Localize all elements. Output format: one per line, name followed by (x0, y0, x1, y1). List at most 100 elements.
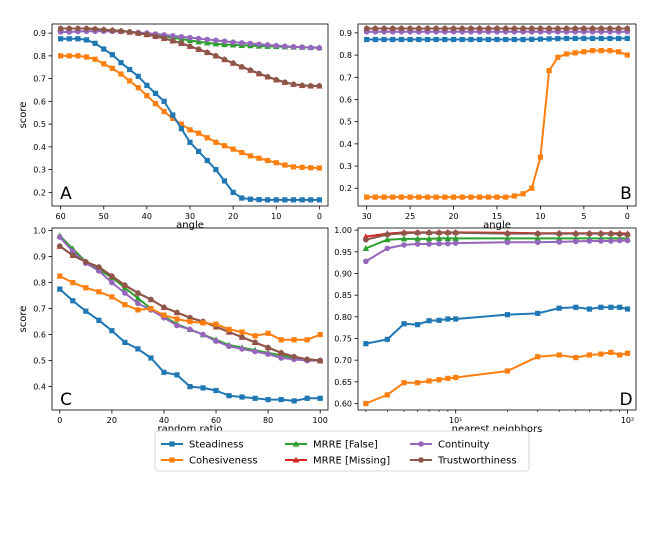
data-point (178, 33, 185, 40)
x-tick-label: 10 (535, 212, 545, 221)
data-point (290, 43, 297, 50)
x-tick-label: 0 (57, 416, 62, 425)
data-point (109, 65, 115, 71)
data-point (529, 185, 535, 191)
data-point (92, 40, 98, 46)
data-point (534, 230, 541, 237)
data-point (608, 238, 614, 244)
data-point (589, 48, 596, 54)
data-point (398, 25, 405, 32)
y-tick-label: 0.2 (339, 184, 352, 193)
legend-label: MRRE [False] (313, 440, 378, 451)
data-point (452, 240, 459, 246)
x-tick-label: 20 (448, 212, 458, 221)
data-point (436, 377, 442, 383)
legend-box (154, 430, 530, 472)
data-point (581, 35, 587, 42)
series-line (60, 37, 320, 201)
data-point (57, 273, 63, 279)
data-point (109, 273, 115, 279)
data-point (608, 304, 614, 310)
data-point (426, 229, 432, 236)
data-point (537, 36, 544, 42)
y-tick-label: 0.6 (33, 331, 46, 340)
data-point (556, 239, 562, 245)
series-trustworthiness (363, 229, 631, 243)
data-point (58, 53, 64, 59)
y-tick-label: 0.7 (33, 75, 46, 84)
data-point (265, 351, 271, 357)
data-point (169, 33, 176, 39)
data-point (537, 25, 544, 32)
data-point (109, 52, 115, 58)
data-point (204, 39, 211, 46)
data-point (426, 378, 432, 384)
series-line (59, 245, 321, 362)
data-point (148, 296, 154, 303)
data-point (616, 49, 622, 55)
data-point (70, 280, 76, 286)
data-point (264, 73, 271, 80)
legend-marker (169, 457, 175, 463)
axes-frame (51, 227, 329, 411)
x-tick-label: 10¹ (449, 416, 462, 425)
data-point (57, 234, 63, 240)
data-point (265, 197, 271, 203)
data-point (535, 354, 541, 360)
data-point (256, 197, 262, 203)
legend-label: Steadiness (189, 440, 244, 451)
data-point (247, 67, 254, 73)
data-point (624, 231, 631, 238)
data-point (316, 45, 323, 51)
data-point (239, 329, 245, 335)
legend-marker (169, 441, 175, 447)
data-point (520, 191, 526, 197)
data-point (416, 36, 422, 43)
data-point (504, 230, 511, 237)
data-point (264, 42, 271, 48)
y-tick-label: 1.0 (33, 227, 46, 236)
data-point (453, 374, 459, 381)
data-point (92, 26, 98, 32)
data-point (555, 36, 561, 42)
data-point (187, 326, 193, 333)
data-point (178, 40, 185, 47)
data-point (148, 355, 154, 361)
data-point (477, 36, 483, 43)
data-point (226, 393, 232, 399)
data-point (589, 25, 596, 32)
y-tick-label: 0.7 (33, 305, 46, 314)
y-tick-label: 0.4 (33, 383, 46, 392)
data-point (384, 231, 391, 238)
data-point (200, 331, 206, 338)
data-point (362, 244, 370, 251)
data-point (442, 25, 448, 32)
data-point (57, 243, 63, 249)
y-tick-label: 0.5 (339, 118, 352, 127)
data-point (598, 35, 604, 42)
data-point (607, 25, 613, 32)
data-point (96, 317, 102, 323)
x-tick-label: 10 (271, 212, 281, 221)
series-line (365, 351, 628, 405)
data-point (502, 25, 509, 32)
data-point (624, 350, 631, 356)
data-point (372, 194, 378, 200)
panel-letter: D (619, 390, 632, 410)
data-point (109, 27, 116, 34)
y-tick-label: 0.3 (33, 166, 46, 175)
data-point (187, 384, 193, 390)
data-point (384, 392, 390, 398)
data-point (442, 36, 448, 43)
panel-c: 0.4 0.5 0.6 0.7 0.8 0.9 1.0 0 20 40 60 80 100 random … (18, 227, 329, 435)
y-tick-label: 0.65 (334, 378, 352, 387)
data-point (546, 68, 552, 74)
x-axis-label: nearest neighbors (452, 424, 543, 435)
data-point (384, 236, 391, 243)
data-point (581, 25, 587, 32)
data-point (247, 40, 254, 47)
data-point (299, 164, 305, 170)
data-point (511, 36, 517, 43)
panel-letter: B (620, 184, 632, 204)
y-tick-label: 0.9 (33, 29, 46, 38)
